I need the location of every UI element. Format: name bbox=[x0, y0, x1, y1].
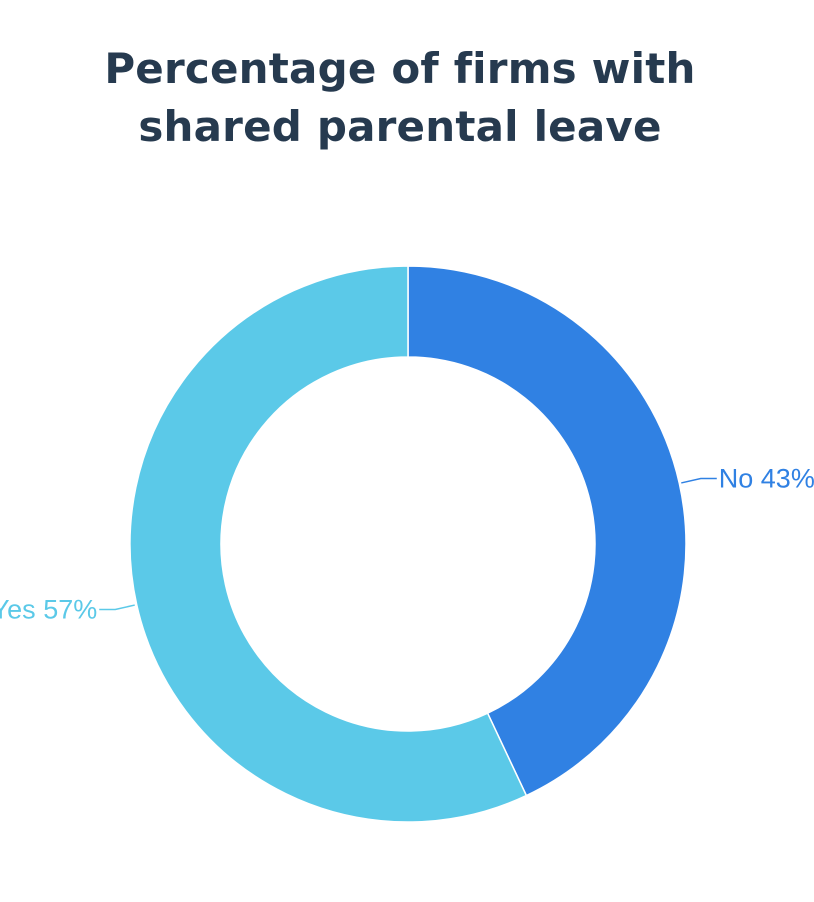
slice-yes bbox=[129, 265, 528, 823]
slice-label-no: No 43% bbox=[719, 464, 814, 494]
chart-title-line-1: Percentage of firms with bbox=[104, 44, 696, 93]
slice-label-yes: Yes 57% bbox=[0, 594, 97, 624]
chart-title-line-2: shared parental leave bbox=[138, 102, 662, 151]
chart-title: Percentage of firms with shared parental… bbox=[0, 40, 800, 156]
leader-line-no bbox=[681, 477, 717, 484]
leader-line-yes bbox=[99, 604, 135, 611]
slice-no bbox=[407, 265, 687, 797]
